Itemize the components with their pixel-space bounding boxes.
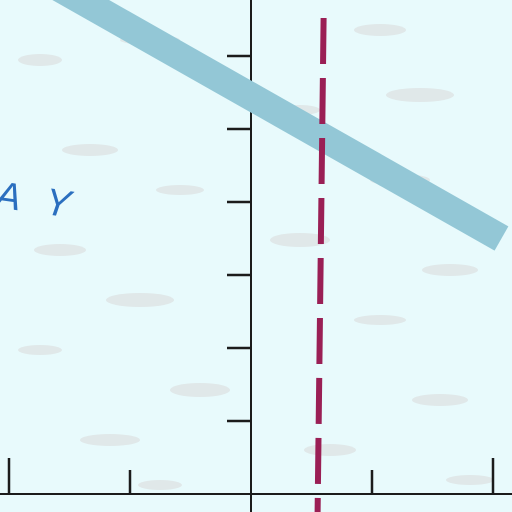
reference-lines bbox=[314, 17, 327, 512]
series bbox=[52, 0, 509, 251]
series-line-ay bbox=[52, 0, 509, 251]
reference-line-vertical-dashed bbox=[314, 17, 327, 512]
ticks bbox=[7, 54, 495, 494]
series-label-ay: A Y bbox=[0, 174, 81, 227]
series-labels: A Y bbox=[0, 174, 81, 227]
